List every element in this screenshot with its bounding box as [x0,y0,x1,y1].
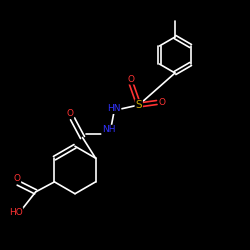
Text: HN: HN [107,104,120,113]
Text: O: O [66,109,73,118]
Text: S: S [136,100,142,110]
Text: O: O [159,98,166,107]
Text: O: O [128,75,135,84]
Text: O: O [14,174,20,182]
Text: NH: NH [102,126,116,134]
Text: HO: HO [9,208,22,217]
